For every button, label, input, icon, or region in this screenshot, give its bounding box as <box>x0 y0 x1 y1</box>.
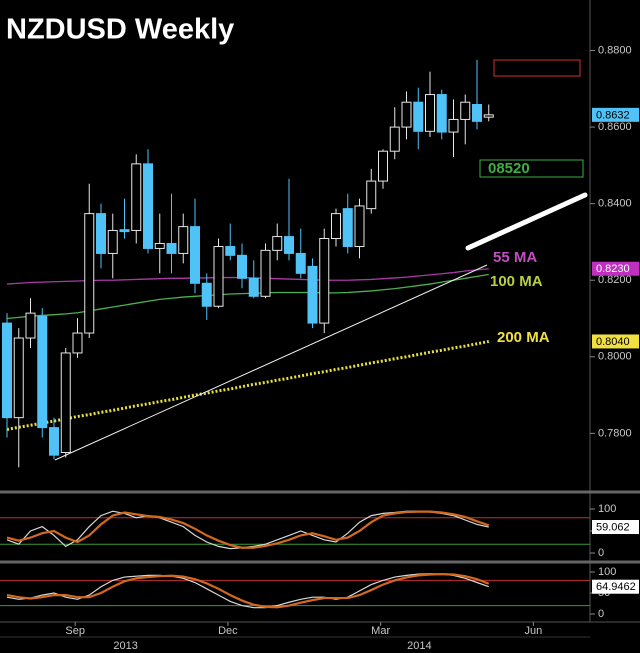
candle-body <box>284 236 294 254</box>
candle-body <box>366 180 377 210</box>
candle-body <box>72 332 83 354</box>
candle-body <box>49 427 59 456</box>
candle-body <box>201 282 212 307</box>
candle-body <box>154 242 165 249</box>
candle-body <box>248 277 259 297</box>
candle-body <box>190 226 200 284</box>
candle-body <box>354 205 365 248</box>
oscillator-line <box>6 510 490 549</box>
ma-label: 55 MA <box>493 249 537 266</box>
candle-body <box>166 242 177 254</box>
candle-body <box>25 312 36 339</box>
price-label: 64.9462 <box>596 581 636 593</box>
candle-body <box>143 163 153 249</box>
candle-body <box>319 237 330 324</box>
price-label-box <box>592 261 639 276</box>
price-label: 0.8230 <box>596 263 630 275</box>
candle-body <box>307 265 318 324</box>
y-tick-label: 100 <box>598 503 616 515</box>
candle-body <box>260 249 271 297</box>
candle-body <box>460 101 471 120</box>
y-tick-label: 0.8000 <box>598 351 632 363</box>
x-tick-label: Dec <box>218 625 238 637</box>
candle-body <box>13 337 24 419</box>
candle-body <box>342 208 353 248</box>
candle-body <box>2 322 12 419</box>
oscillator-line <box>6 572 490 609</box>
price-label-box <box>592 107 639 122</box>
ma-label: 100 MA <box>490 273 543 290</box>
y-tick-label: 0.8600 <box>598 121 632 133</box>
year-label: 2014 <box>407 640 431 652</box>
price-label: 0.8040 <box>596 336 630 348</box>
trend-line <box>54 264 488 461</box>
annotation-box <box>479 159 584 178</box>
candle-body <box>331 213 341 239</box>
chart-title: NZDUSD Weekly <box>6 14 234 46</box>
candle-body <box>119 229 130 233</box>
price-label: 59.062 <box>596 521 630 533</box>
candle-body <box>378 150 388 182</box>
candle-body <box>131 163 142 231</box>
ma-label: 200 MA <box>497 329 550 346</box>
y-tick-label: 0.8400 <box>598 198 632 210</box>
plot-area <box>2 59 494 468</box>
candle-body <box>213 246 224 307</box>
price-label-box <box>592 520 639 535</box>
candle-body <box>272 236 283 251</box>
price-label-box <box>592 334 639 349</box>
candle-body <box>483 114 494 118</box>
candle-body <box>436 94 447 133</box>
candle-body <box>60 352 71 453</box>
y-tick-label: 0.7800 <box>598 427 632 439</box>
oscillator-line <box>6 573 489 609</box>
candle-body <box>96 213 106 254</box>
candle-body <box>401 101 412 128</box>
y-tick-label: 0 <box>598 547 604 559</box>
candle-body <box>37 315 48 429</box>
candle-body <box>413 101 424 132</box>
trend-line-projection <box>465 192 588 251</box>
year-label: 2013 <box>113 640 137 652</box>
candle-body <box>472 104 482 122</box>
y-tick-label: 0.8200 <box>598 274 632 286</box>
candle-body <box>448 118 459 133</box>
candle-body <box>237 254 247 279</box>
annotation: 08520 <box>488 160 530 177</box>
y-tick-label: 0 <box>598 608 604 620</box>
candle-body <box>178 226 189 254</box>
x-tick-label: Jun <box>525 625 543 637</box>
candle-body <box>295 252 306 274</box>
moving-average <box>6 339 490 431</box>
x-tick-label: Sep <box>65 625 85 637</box>
price-label-box <box>592 579 639 594</box>
candle-body <box>389 126 400 152</box>
candle-body <box>225 246 236 256</box>
candle-body <box>84 213 95 334</box>
y-tick-label: 100 <box>598 566 616 578</box>
candle-body <box>107 229 118 254</box>
y-tick-label: 0.8800 <box>598 44 632 56</box>
target-box <box>493 59 581 77</box>
x-tick-label: Mar <box>371 625 390 637</box>
candle-body <box>425 94 435 132</box>
price-label: 0.8632 <box>596 109 630 121</box>
